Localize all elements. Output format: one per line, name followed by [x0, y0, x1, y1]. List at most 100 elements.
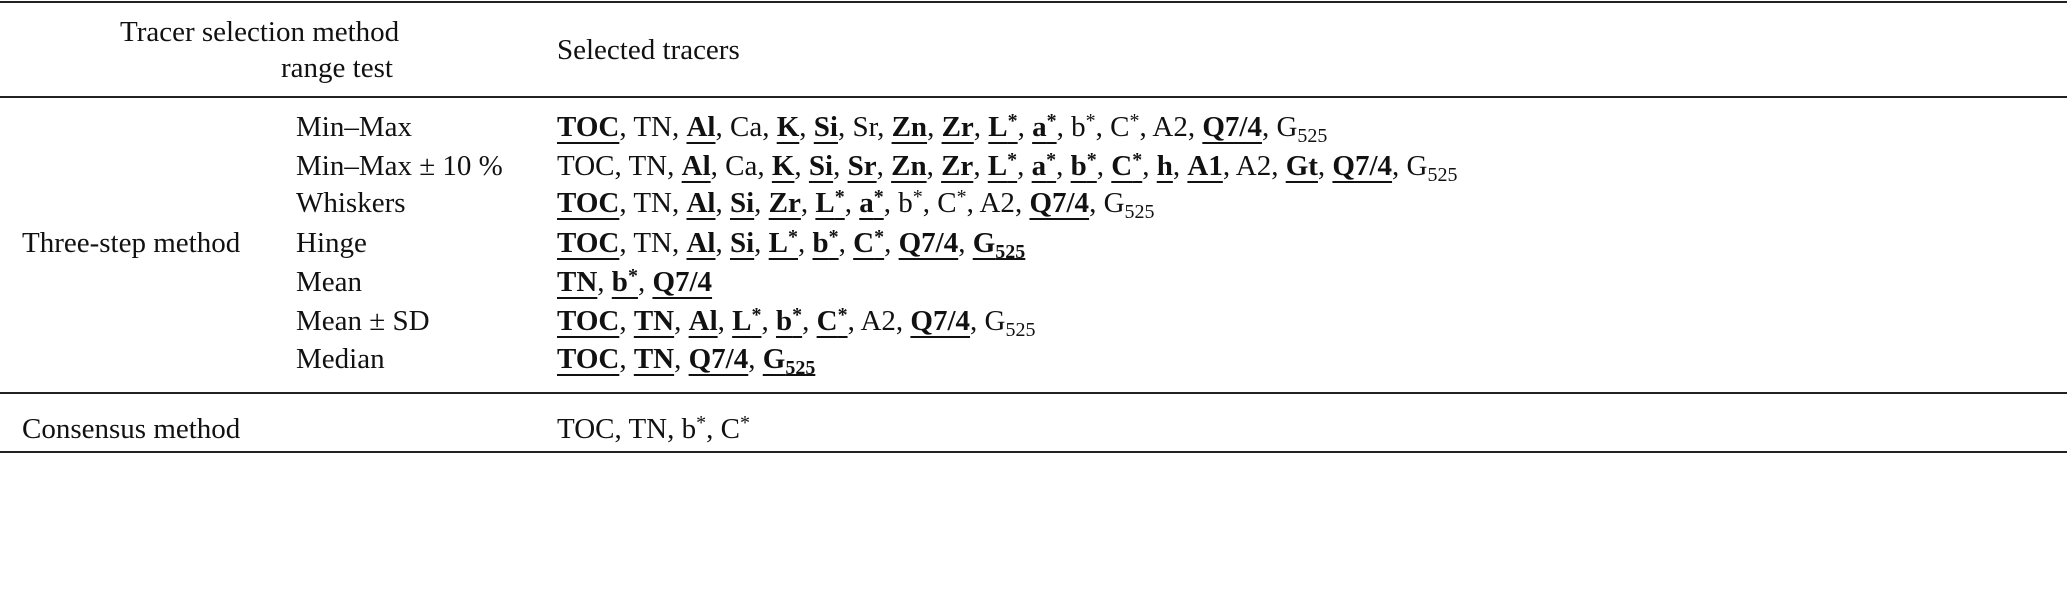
tracer-superscript: * — [1132, 149, 1143, 171]
tracer-superscript: * — [1046, 149, 1057, 171]
tracer-name: b — [898, 187, 913, 219]
header-range-test: range test — [281, 52, 393, 84]
tracer-superscript: * — [912, 186, 923, 208]
group-rule — [0, 392, 2067, 394]
tracer-name: Si — [808, 150, 834, 182]
tracer-name: K — [776, 111, 800, 143]
tracer-name: TOC — [557, 150, 615, 182]
tracer: a* — [1032, 150, 1057, 182]
tracer-name: TOC — [557, 305, 620, 337]
tracer: TN — [628, 413, 667, 445]
tracer: Al — [686, 111, 715, 143]
tracer: A2 — [860, 305, 895, 337]
range-test-label: Median — [296, 343, 385, 375]
tracer-name: A1 — [1187, 150, 1223, 182]
range-test-label: Hinge — [296, 227, 367, 259]
tracer: K — [777, 111, 800, 143]
tracer-name: L — [768, 227, 789, 259]
tracer: b* — [1071, 111, 1096, 143]
tracer-name: TN — [633, 343, 675, 375]
tracer: Q7/4 — [910, 305, 970, 337]
tracer-name: b — [775, 305, 793, 337]
tracer-name: L — [732, 305, 752, 337]
tracer-name: Q7/4 — [1332, 150, 1393, 182]
tracer: b* — [898, 187, 923, 219]
tracer-name: G — [984, 305, 1006, 337]
tracer: Si — [730, 227, 754, 259]
tracer-superscript: * — [837, 304, 848, 326]
tracer: Zn — [892, 111, 927, 143]
tracer-subscript: 525 — [1005, 319, 1036, 341]
method-label: Consensus method — [22, 413, 241, 445]
tracer: Si — [809, 150, 833, 182]
tracer: Si — [730, 187, 754, 219]
tracer-name: TN — [628, 150, 668, 182]
tracer-name: C — [1111, 150, 1133, 182]
tracer-name: TN — [633, 227, 672, 259]
tracer-superscript: * — [1085, 110, 1096, 132]
tracer-name: Zr — [941, 150, 974, 182]
tracer-subscript: 525 — [785, 357, 816, 379]
tracer-name: Sr — [847, 150, 877, 182]
tracer-name: L — [987, 150, 1008, 182]
tracer-name: TN — [633, 111, 672, 143]
tracer: TOC — [557, 150, 614, 182]
tracer-name: b — [611, 266, 628, 298]
selected-tracers-cell: TOC, TN, Al, Ca, K, Si, Sr, Zn, Zr, L*, … — [557, 110, 1328, 147]
tracer: b* — [612, 266, 638, 298]
tracer-name: TN — [633, 187, 672, 219]
tracer-name: L — [988, 111, 1008, 143]
tracer-superscript: * — [792, 304, 803, 326]
tracer-superscript: * — [874, 226, 885, 248]
tracer: TN — [633, 111, 672, 143]
tracer: TN — [557, 266, 597, 298]
tracer: a* — [859, 187, 884, 219]
tracer: Al — [682, 150, 711, 182]
tracer: C* — [937, 187, 966, 219]
tracer: Q7/4 — [1332, 150, 1392, 182]
tracer-subscript: 525 — [995, 241, 1026, 263]
tracer: TN — [633, 187, 672, 219]
tracer-name: Q7/4 — [898, 227, 959, 259]
tracer: Q7/4 — [899, 227, 959, 259]
tracer-subscript: 525 — [1124, 201, 1155, 223]
tracer: Al — [686, 187, 715, 219]
tracer: Sr — [848, 150, 877, 182]
tracer: Q7/4 — [1029, 187, 1089, 219]
range-test-label: Min–Max ± 10 % — [296, 150, 503, 182]
tracer: Ca — [730, 111, 762, 143]
tracer-name: TOC — [557, 187, 620, 219]
tracer-name: Ca — [725, 150, 758, 182]
tracer: TOC — [557, 111, 619, 143]
tracer: Zr — [942, 111, 974, 143]
tracer: b* — [776, 305, 802, 337]
tracer: Al — [689, 305, 718, 337]
tracer-name: C — [853, 227, 875, 259]
range-test-label: Whiskers — [296, 187, 406, 219]
tracer-name: C — [816, 305, 838, 337]
tracer-name: K — [771, 150, 795, 182]
selected-tracers-cell: TN, b*, Q7/4 — [557, 265, 713, 298]
tracer-subscript: 525 — [1297, 125, 1328, 147]
tracer: C* — [817, 305, 848, 337]
selected-tracers-cell: TOC, TN, Q7/4, G525 — [557, 343, 816, 379]
tracer-name: Zn — [891, 150, 927, 182]
tracer: Si — [814, 111, 838, 143]
tracer: K — [772, 150, 795, 182]
tracer: TN — [628, 150, 667, 182]
tracer: TN — [634, 305, 674, 337]
tracer-name: Si — [813, 111, 838, 143]
tracer: Al — [686, 227, 715, 259]
tracer-name: b — [1071, 111, 1086, 143]
tracer-name: G — [762, 343, 786, 375]
tracer-name: G — [1406, 150, 1428, 182]
tracer: L* — [769, 227, 798, 259]
range-test-label: Min–Max — [296, 111, 412, 143]
tracer: h — [1157, 150, 1173, 182]
tracer: Sr — [852, 111, 877, 143]
tracer-superscript: * — [788, 226, 799, 248]
tracer: Ca — [725, 150, 757, 182]
tracer-name: TN — [633, 305, 675, 337]
tracer: G525 — [973, 227, 1026, 262]
tracer: Zn — [891, 150, 926, 182]
